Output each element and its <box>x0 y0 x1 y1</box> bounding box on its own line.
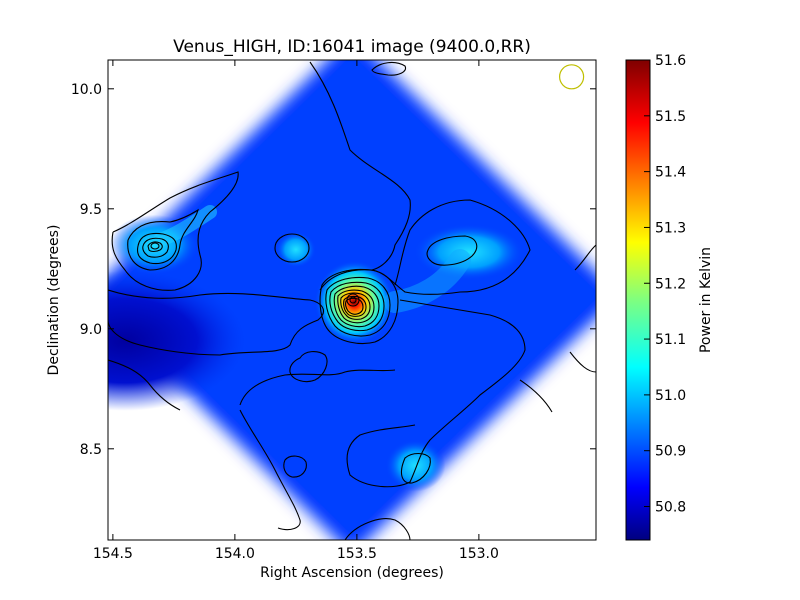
emission-ridge <box>153 205 217 247</box>
emission-feature <box>385 439 446 492</box>
colorbar-tick-label: 51.1 <box>655 332 686 348</box>
emission-feature <box>108 270 246 411</box>
chart-title: Venus_HIGH, ID:16041 image (9400.0,RR) <box>173 37 531 57</box>
colorbar-tick-label: 51.2 <box>655 276 686 292</box>
colorbar-ticks: 50.8 50.9 51.0 51.1 51.2 51.3 51.4 51.5 51.6 <box>644 53 686 516</box>
beam-marker-circle <box>558 64 585 90</box>
colorbar-tick-label: 51.6 <box>655 53 686 69</box>
x-tick-label: 154.5 <box>93 546 133 562</box>
colorbar-label: Power in Kelvin <box>698 247 714 353</box>
colorbar-tick-label: 50.9 <box>655 444 686 460</box>
colorbar-tick-label: 51.0 <box>655 388 686 404</box>
x-tick-label: 154.0 <box>215 546 255 562</box>
emission-feature <box>414 224 525 280</box>
x-tick-label: 153.0 <box>459 546 499 562</box>
colorbar-tick-label: 51.4 <box>655 165 686 181</box>
x-axis-label: Right Ascension (degrees) <box>260 565 444 581</box>
y-axis-label: Declination (degrees) <box>46 225 62 376</box>
colorbar-tick-label: 51.5 <box>655 109 686 125</box>
y-tick-label: 9.5 <box>80 202 102 218</box>
x-tick-label: 153.5 <box>337 546 377 562</box>
colorbar <box>625 59 651 541</box>
y-tick-label: 10.0 <box>71 82 102 98</box>
y-tick-label: 8.5 <box>80 442 102 458</box>
x-axis-ticks: 154.5 154.0 153.5 153.0 <box>93 60 499 562</box>
y-axis-ticks: 8.5 9.0 9.5 10.0 <box>71 82 596 458</box>
emission-features <box>108 205 525 492</box>
y-tick-label: 9.0 <box>80 322 102 338</box>
plot-frame <box>107 59 597 541</box>
plot-area <box>108 60 596 540</box>
colorbar-tick-label: 50.8 <box>655 500 686 516</box>
contour-lines <box>108 61 596 540</box>
colorbar-tick-label: 51.3 <box>655 220 686 236</box>
